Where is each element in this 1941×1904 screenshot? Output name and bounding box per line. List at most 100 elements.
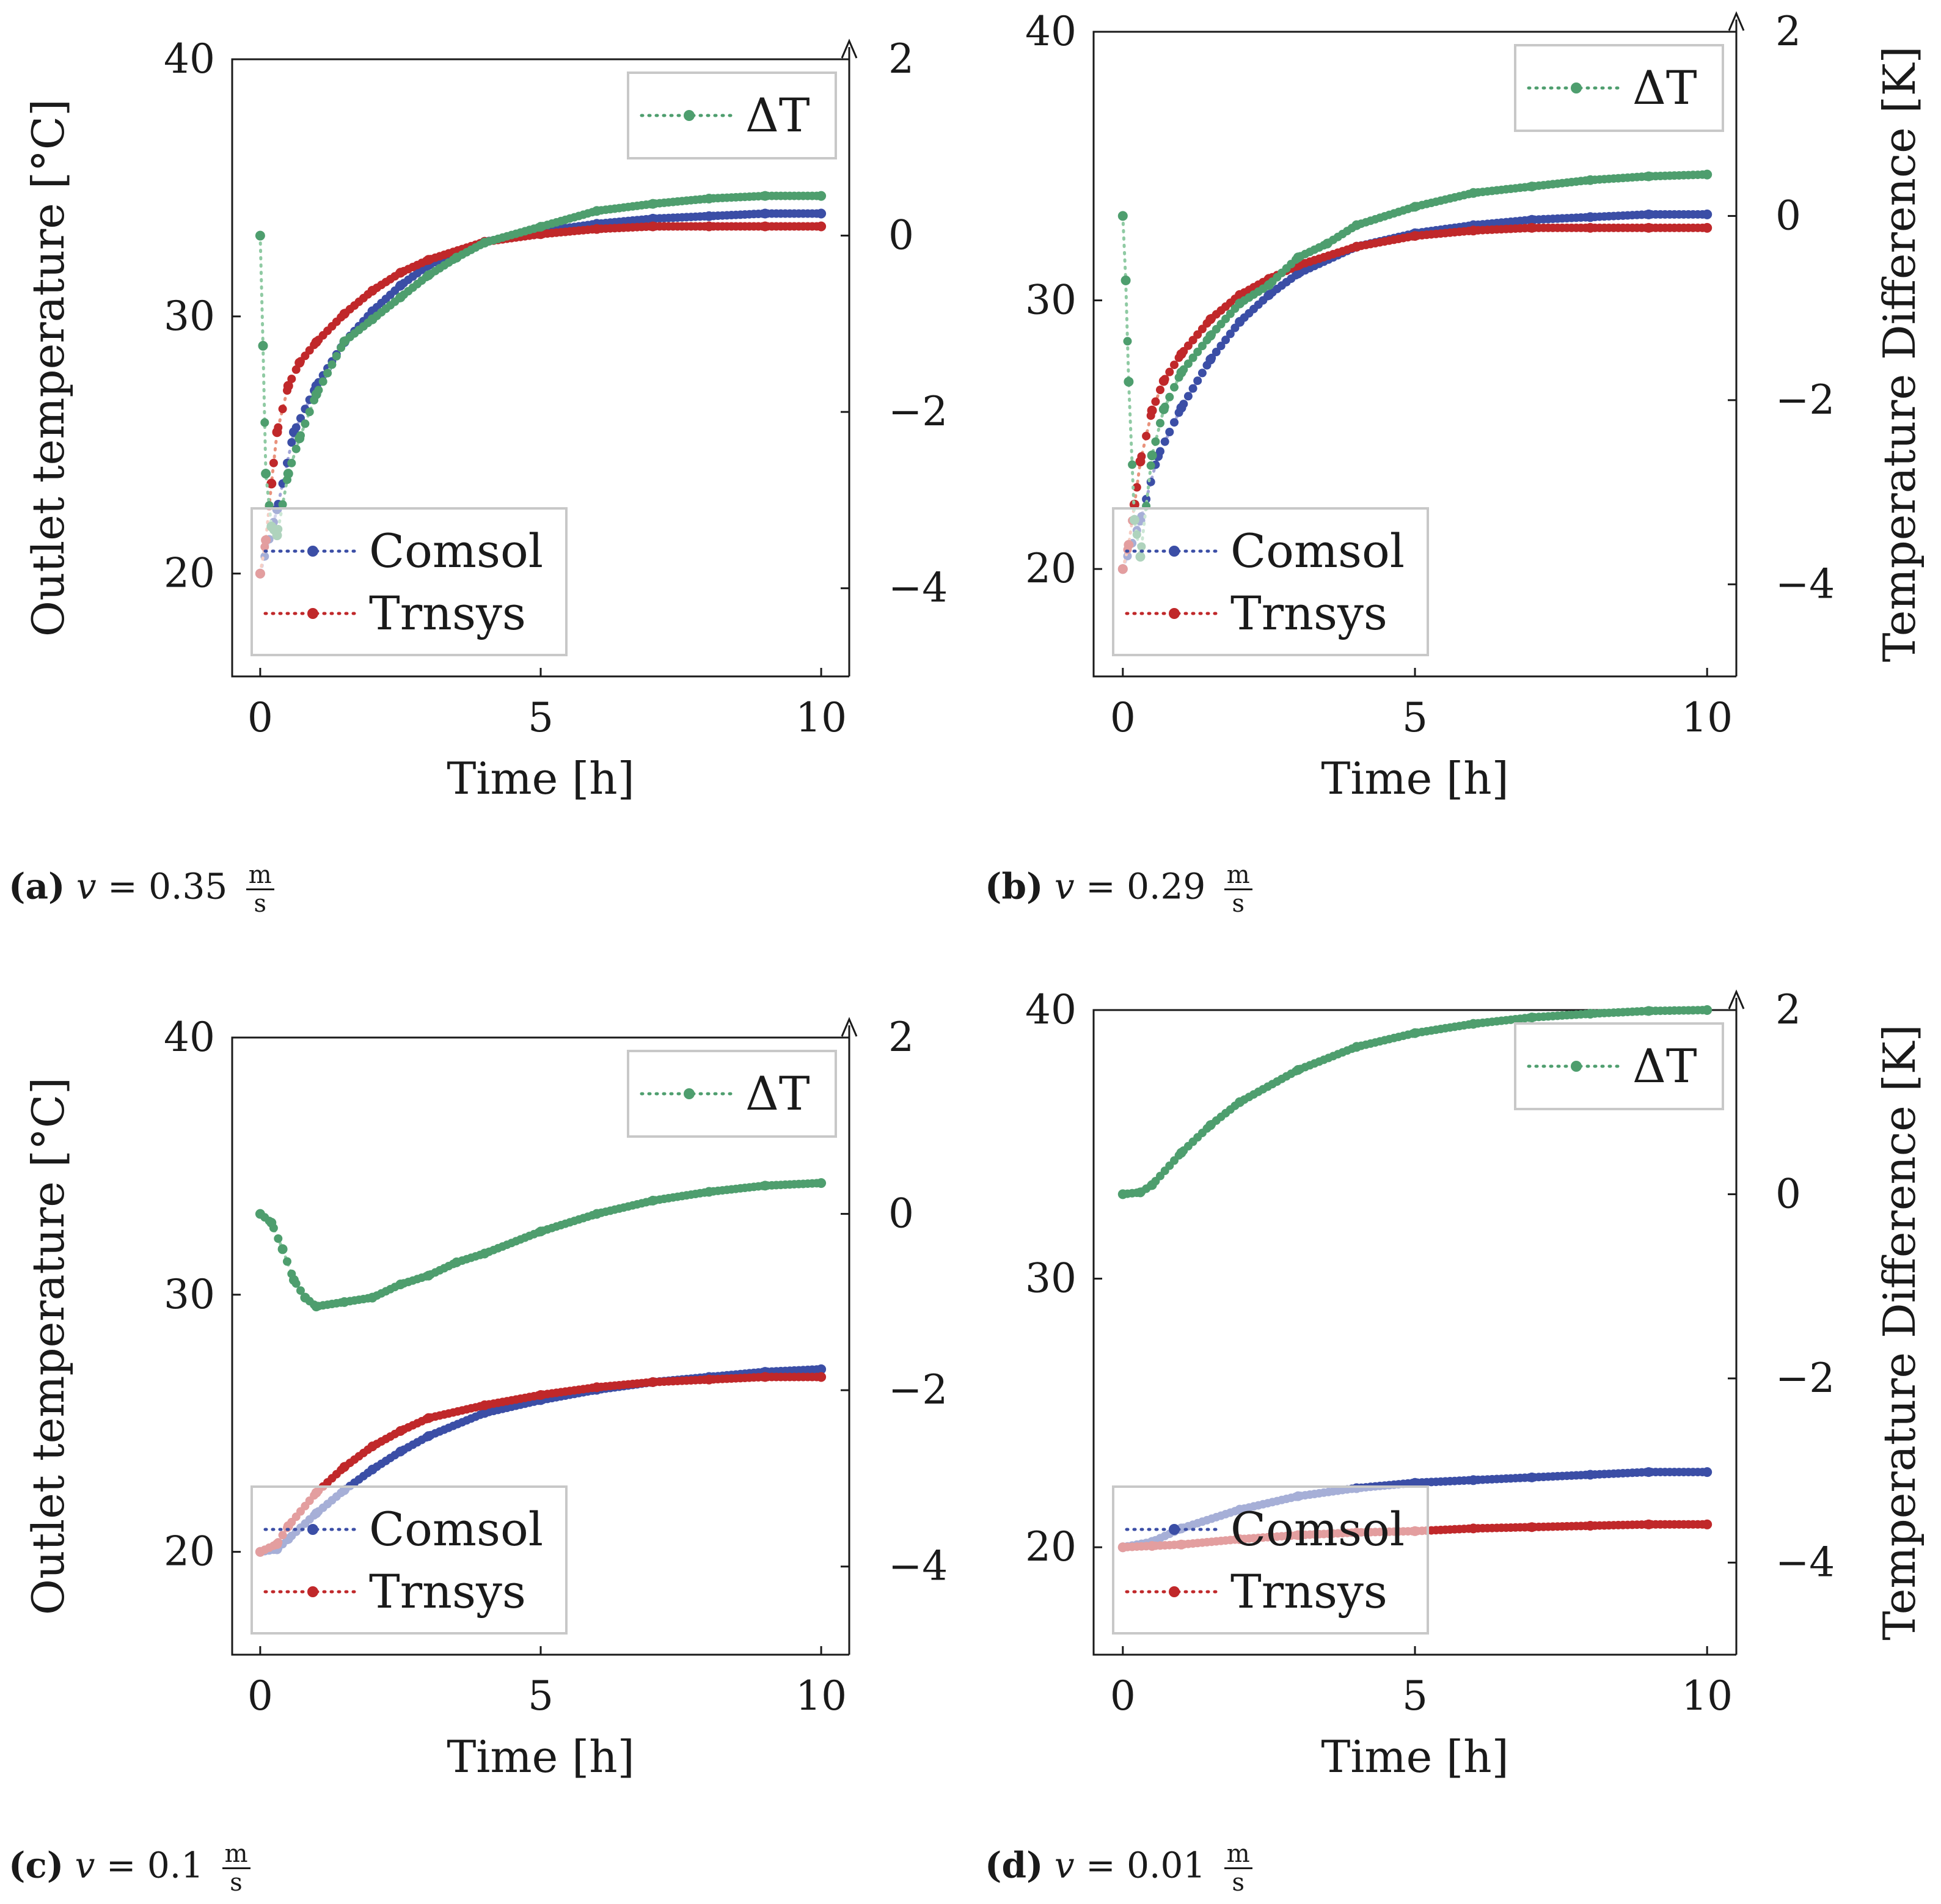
data-point: [480, 1248, 490, 1259]
data-point: [760, 1372, 770, 1382]
y2-tick-label: −2: [888, 388, 948, 435]
data-point: [760, 191, 770, 201]
legend-marker-trnsys: [307, 1586, 318, 1597]
data-point: [327, 360, 337, 369]
data-point: [339, 309, 349, 319]
caption-d-label: (d): [985, 1844, 1044, 1886]
caption-c-variable: v: [75, 1844, 95, 1886]
y2-tick-label: 2: [888, 1014, 914, 1061]
data-point: [1188, 353, 1197, 362]
x-tick-label: 0: [247, 694, 273, 741]
data-point: [1643, 209, 1654, 219]
data-point: [1527, 1522, 1537, 1532]
data-point: [1205, 331, 1216, 341]
data-point: [591, 224, 602, 234]
x-tick-label: 0: [1110, 694, 1136, 741]
data-point: [1147, 405, 1157, 416]
data-point: [1158, 404, 1169, 414]
data-point: [760, 221, 770, 232]
x-axis-label: Time [h]: [447, 1731, 634, 1782]
right-axis-arrow-icon: [1728, 11, 1745, 31]
data-point: [1193, 347, 1202, 356]
data-point: [323, 368, 332, 378]
data-point: [1193, 376, 1202, 386]
data-point: [339, 336, 349, 346]
data-point: [258, 340, 268, 351]
data-point: [1235, 298, 1245, 309]
data-point: [816, 191, 827, 201]
data-point: [816, 221, 827, 232]
caption-b-unit-den: s: [1232, 890, 1245, 918]
data-point: [1468, 1475, 1479, 1485]
right-axis-arrow-icon: [1728, 989, 1745, 1009]
data-point: [1147, 450, 1157, 461]
data-point: [1226, 329, 1235, 339]
data-point: [451, 252, 462, 263]
data-point: [339, 1462, 349, 1472]
caption-a-value: = 0.35: [96, 865, 228, 907]
data-point: [367, 1465, 378, 1474]
x-axis-label: Time [h]: [447, 753, 634, 804]
data-point: [1129, 499, 1139, 510]
chart-panel-d: 0 5 10 20 30 40 −4 −2 0 2 Time [h] Temperature Diff…: [1025, 986, 1925, 1782]
data-point: [287, 438, 296, 447]
series-trnsys: [255, 1372, 827, 1557]
x-axis-label: Time [h]: [1321, 1731, 1508, 1782]
data-point: [367, 285, 378, 296]
data-point: [287, 375, 296, 384]
data-point: [269, 458, 278, 467]
data-point: [278, 500, 287, 509]
chart-panel-a: 0 5 10 20 30 40 −4 −2 0 2 Time [h] Outlet temperatu…: [23, 35, 948, 804]
data-point: [1410, 1028, 1420, 1038]
caption-a-unit-den: s: [254, 890, 266, 918]
data-point: [704, 1374, 714, 1385]
data-point: [1123, 337, 1132, 346]
x-tick-label: 10: [1681, 694, 1733, 741]
data-point: [1293, 252, 1303, 263]
y2-axis-label: Temperature Difference [K]: [1874, 46, 1925, 662]
data-point: [1205, 1120, 1216, 1130]
data-point: [287, 458, 296, 467]
y2-tick-label: 2: [1775, 8, 1801, 55]
data-point: [1205, 314, 1216, 324]
caption-c-label: (c): [9, 1844, 64, 1886]
legend-label-delta: ΔT: [1632, 60, 1697, 115]
data-point: [1120, 275, 1131, 285]
data-point: [1263, 290, 1274, 300]
data-point: [648, 1377, 658, 1387]
data-point: [1235, 1097, 1245, 1107]
data-point: [1702, 222, 1713, 233]
data-point: [1160, 437, 1169, 446]
data-point: [1293, 1065, 1303, 1075]
data-point: [536, 229, 546, 240]
y-tick-label: 30: [1025, 277, 1077, 324]
legend-marker-comsol: [307, 1524, 318, 1535]
data-point: [536, 1390, 546, 1400]
data-point: [704, 1187, 714, 1197]
data-point: [1351, 241, 1362, 252]
data-point: [1410, 1477, 1420, 1488]
data-point: [1165, 367, 1174, 376]
data-point: [1527, 181, 1537, 192]
data-point: [1351, 1042, 1362, 1052]
data-point: [1643, 171, 1654, 181]
data-point: [816, 208, 827, 219]
data-point: [1176, 367, 1186, 378]
data-point: [1147, 1180, 1157, 1190]
legend-main: Comsol Trnsys: [250, 507, 568, 656]
y-tick-label: 30: [164, 293, 215, 340]
data-point: [1527, 222, 1537, 233]
y2-tick-label: −2: [888, 1366, 948, 1413]
data-point: [480, 238, 490, 248]
data-point: [1585, 175, 1595, 185]
caption-d-unit-num: m: [1224, 1840, 1252, 1869]
data-point: [266, 478, 277, 489]
caption-d-value: = 0.01: [1074, 1844, 1206, 1886]
data-point: [1221, 335, 1230, 345]
data-point: [272, 427, 282, 438]
legend-label-trnsys: Trnsys: [1230, 586, 1387, 640]
data-point: [816, 1178, 827, 1188]
